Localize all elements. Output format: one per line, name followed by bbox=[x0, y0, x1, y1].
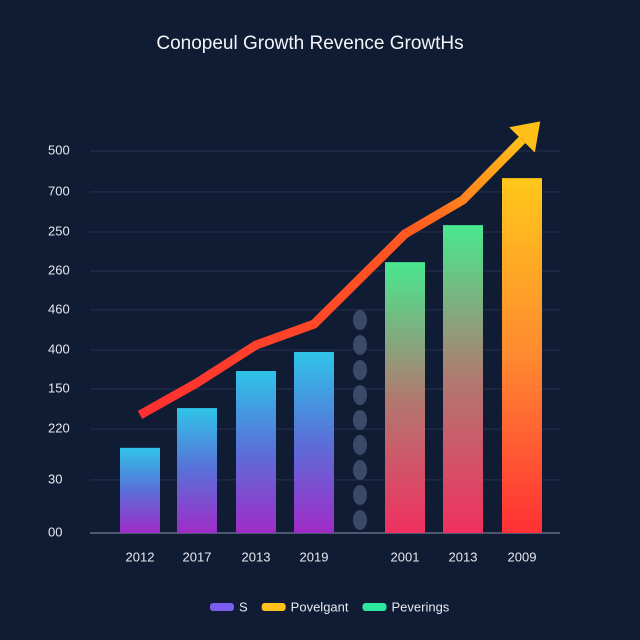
y-tick-label: 500 bbox=[48, 142, 70, 157]
legend-swatch bbox=[261, 603, 286, 611]
y-tick-label: 220 bbox=[48, 421, 70, 436]
bar bbox=[120, 447, 160, 533]
legend-swatch bbox=[362, 603, 387, 611]
y-tick-label: 150 bbox=[48, 380, 70, 395]
bar bbox=[294, 351, 334, 533]
bar bbox=[385, 262, 425, 533]
dotted-divider bbox=[353, 310, 367, 530]
y-tick-label: 260 bbox=[48, 262, 70, 277]
x-tick-label: 2009 bbox=[508, 549, 537, 564]
y-tick-label: 30 bbox=[48, 471, 62, 486]
bar bbox=[502, 178, 542, 533]
chart-title: Conopeul Growth Revence GrowtHs bbox=[156, 33, 463, 54]
x-tick-label: 2013 bbox=[449, 549, 478, 564]
bar bbox=[177, 408, 217, 533]
x-tick-label: 2001 bbox=[391, 549, 420, 564]
x-tick-label: 2013 bbox=[242, 549, 271, 564]
legend-label: Peverings bbox=[392, 599, 450, 614]
y-tick-label: 250 bbox=[48, 223, 70, 238]
trend-line bbox=[137, 136, 526, 419]
y-tick-label: 460 bbox=[48, 301, 70, 316]
x-tick-label: 2019 bbox=[300, 549, 329, 564]
legend-label: S bbox=[239, 599, 248, 614]
bar bbox=[443, 225, 483, 533]
bar bbox=[236, 371, 276, 533]
y-tick-label: 400 bbox=[48, 341, 70, 356]
legend-swatch bbox=[210, 603, 234, 611]
arrow-head bbox=[509, 121, 541, 153]
legend-label: Povelgant bbox=[291, 599, 349, 614]
x-tick-label: 2017 bbox=[183, 549, 212, 564]
y-tick-label: 700 bbox=[48, 183, 70, 198]
x-tick-label: 2012 bbox=[126, 549, 155, 564]
y-tick-label: 00 bbox=[48, 524, 62, 539]
